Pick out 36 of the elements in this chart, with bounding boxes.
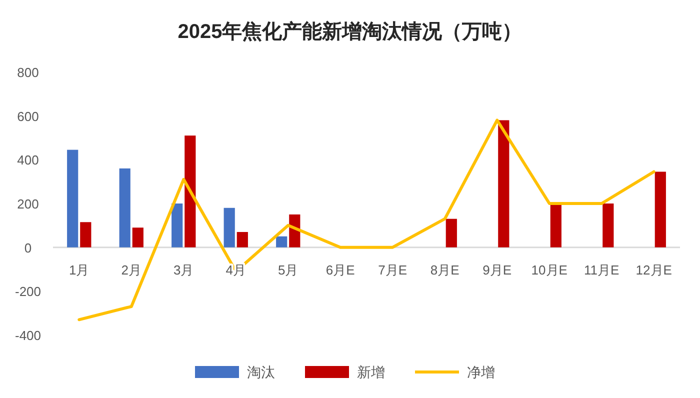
y-tick-label: 800 [17, 65, 39, 80]
bar [80, 222, 92, 248]
bar [236, 232, 248, 248]
x-tick-label: 2月 [121, 262, 142, 278]
bar [446, 218, 457, 248]
bar [276, 236, 288, 248]
bar [184, 136, 196, 248]
x-tick-label: 5月 [278, 262, 298, 278]
x-tick-label: 9月E [482, 262, 512, 278]
chart-title: 2025年焦化产能新增淘汰情况（万吨） [178, 20, 522, 43]
y-tick-label: -200 [14, 284, 42, 300]
bar [654, 172, 666, 248]
bar [498, 120, 510, 248]
y-tick-label: 600 [17, 108, 39, 124]
x-tick-label: 8月E [430, 262, 460, 278]
bar [119, 168, 130, 248]
legend-label: 新增 [357, 364, 385, 380]
bar [172, 204, 183, 248]
y-tick-label: 200 [17, 196, 39, 212]
legend-label: 净增 [467, 364, 495, 380]
legend-label: 淘汰 [247, 364, 275, 380]
y-tick-label: 0 [24, 240, 32, 256]
bar [132, 228, 144, 248]
x-tick-label: 6月E [326, 262, 356, 278]
x-tick-label: 10月E [531, 262, 568, 278]
y-tick-label: -400 [14, 328, 42, 343]
x-tick-label: 1月 [69, 262, 90, 278]
x-tick-label: 12月E [636, 262, 672, 278]
bar [550, 204, 562, 248]
bar [602, 204, 614, 248]
bar [224, 208, 235, 248]
x-tick-label: 3月 [174, 262, 194, 278]
x-tick-label: 7月E [378, 262, 408, 278]
y-tick-label: 400 [17, 152, 39, 168]
bar [67, 150, 78, 248]
x-tick-label: 11月E [584, 262, 620, 278]
